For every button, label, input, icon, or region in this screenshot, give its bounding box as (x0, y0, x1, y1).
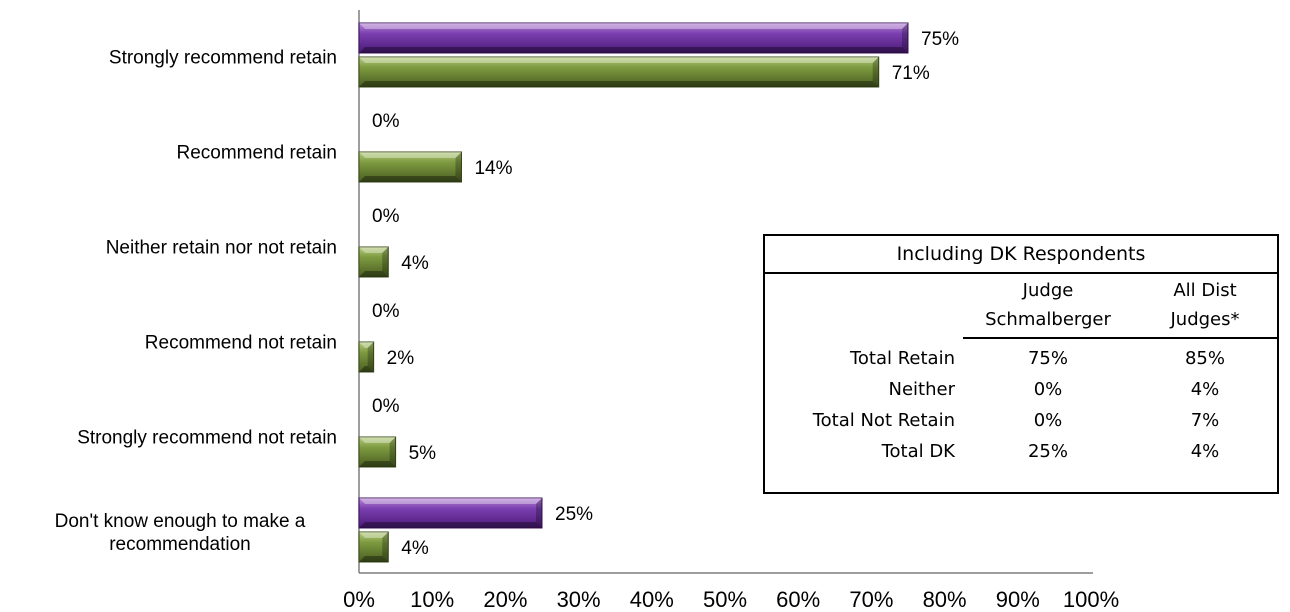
data-label: 71% (892, 63, 930, 84)
bar-bevel-top (359, 247, 389, 253)
data-label: 25% (555, 504, 593, 525)
data-label: 0% (372, 396, 400, 417)
bar-body (358, 22, 909, 54)
row-all-value: 4% (1190, 441, 1220, 462)
bar-bevel-right (367, 342, 374, 372)
row-label: Total Not Retain (812, 410, 955, 431)
bar-bevel-bottom (359, 81, 879, 87)
row-all-value: 4% (1190, 379, 1220, 400)
x-tick-label: 30% (557, 587, 601, 612)
row-judge-value: 25% (1027, 441, 1068, 462)
data-label: 0% (372, 111, 400, 132)
data-label: 0% (372, 206, 400, 227)
bar (358, 497, 543, 529)
bar-bevel-bottom (359, 176, 462, 182)
row-judge-value: 75% (1027, 348, 1068, 369)
bar-bevel-top (359, 437, 396, 443)
header-judge: Judge Schmalberger (963, 274, 1133, 337)
category-label: Neither retain nor not retain (106, 238, 337, 259)
row-judge-value: 0% (1033, 379, 1063, 400)
category-label: recommendation (109, 534, 251, 555)
summary-table: Including DK Respondents Judge Schmalber… (763, 234, 1279, 494)
x-tick-label: 20% (483, 587, 527, 612)
bar (358, 341, 375, 373)
bar-body (358, 151, 462, 183)
bar-body (358, 436, 397, 468)
x-tick-label: 50% (703, 587, 747, 612)
bar-bevel-bottom (359, 461, 396, 467)
row-all-value: 7% (1190, 410, 1220, 431)
row-label: Total DK (881, 441, 955, 462)
row-all-value: 85% (1184, 348, 1225, 369)
x-tick-label: 100% (1063, 587, 1119, 612)
header-judge-line1: Judge (1022, 280, 1074, 301)
category-label: Recommend retain (176, 143, 337, 164)
table-row: Total Retain 75% 85% (765, 343, 1277, 374)
bar-bevel-right (382, 247, 389, 277)
bar-bevel-top (359, 532, 389, 538)
bar-bevel-right (382, 532, 389, 562)
bar-bevel-bottom (359, 556, 389, 562)
bar-bevel-bottom (359, 271, 389, 277)
bar-bevel-top (359, 342, 374, 348)
header-all-judges: All Dist Judges* (1133, 274, 1277, 337)
table-row: Total DK 25% 4% (765, 436, 1277, 467)
bar-bevel-bottom (359, 47, 908, 53)
data-label: 2% (387, 348, 415, 369)
bar-bevel-top (359, 57, 879, 63)
bar (358, 22, 909, 54)
bar-bevel-bottom (359, 522, 542, 528)
bar-bevel-bottom (359, 366, 374, 372)
header-all-line2: Judges* (1170, 309, 1240, 330)
data-label: 5% (409, 443, 437, 464)
bar-bevel-right (902, 23, 908, 53)
x-tick-label: 60% (776, 587, 820, 612)
x-tick-label: 40% (630, 587, 674, 612)
bar (358, 56, 880, 88)
x-tick-label: 90% (996, 587, 1040, 612)
data-label: 14% (474, 158, 512, 179)
table-row: Neither 0% 4% (765, 374, 1277, 405)
x-tick-label: 0% (343, 587, 375, 612)
data-label: 75% (921, 29, 959, 50)
category-label: Strongly recommend retain (109, 48, 337, 69)
row-label: Neither (888, 379, 955, 400)
bar-bevel-top (359, 23, 908, 29)
bar-bevel-top (359, 152, 462, 158)
bar-body (358, 246, 389, 278)
data-label: 4% (401, 253, 429, 274)
bar-body (358, 56, 880, 88)
table-row: Total Not Retain 0% 7% (765, 405, 1277, 436)
bar (358, 151, 462, 183)
bar (358, 531, 389, 563)
x-tick-label: 10% (410, 587, 454, 612)
table-title: Including DK Respondents (765, 236, 1277, 274)
bar-bevel-right (536, 498, 542, 528)
data-label: 4% (401, 538, 429, 559)
bar-body (358, 341, 375, 373)
bar-body (358, 497, 543, 529)
x-tick-label: 70% (849, 587, 893, 612)
data-label: 0% (372, 301, 400, 322)
header-judge-line2: Schmalberger (985, 309, 1111, 330)
table-header: Judge Schmalberger All Dist Judges* (963, 274, 1277, 339)
bar-bevel-right (872, 57, 879, 87)
bar-bevel-right (389, 437, 396, 467)
header-all-line1: All Dist (1173, 280, 1237, 301)
row-label: Total Retain (849, 348, 955, 369)
category-label: Recommend not retain (145, 333, 337, 354)
x-tick-label: 80% (923, 587, 967, 612)
bar (358, 246, 389, 278)
bar (358, 436, 397, 468)
category-label: Strongly recommend not retain (77, 428, 337, 449)
bar-bevel-right (455, 152, 462, 182)
bar-bevel-top (359, 498, 542, 504)
category-label: Don't know enough to make a (55, 511, 306, 532)
row-judge-value: 0% (1033, 410, 1063, 431)
bar-body (358, 531, 389, 563)
